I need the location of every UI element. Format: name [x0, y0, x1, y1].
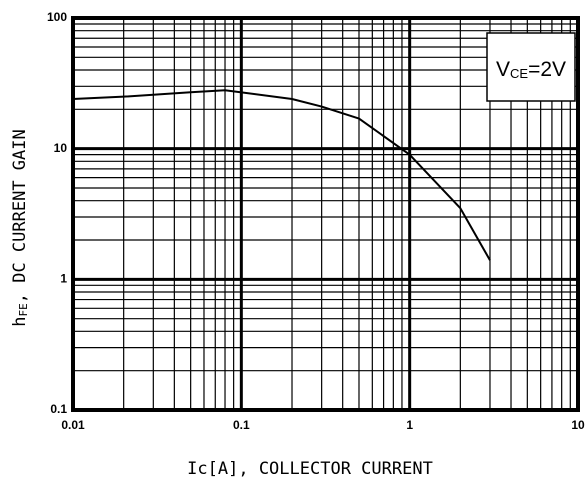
y-label-main: h: [10, 317, 30, 327]
x-tick-label: 1: [406, 418, 413, 432]
data-line: [72, 89, 491, 261]
x-tick-label: 0.01: [61, 418, 85, 432]
y-tick-label: 10: [54, 141, 68, 155]
y-axis-label: hFE, DC CURRENT GAIN: [10, 129, 30, 327]
x-axis-label: Ic[A], COLLECTOR CURRENT: [187, 459, 433, 479]
annotation-sub: CE: [510, 66, 528, 81]
y-tick-label: 0.1: [50, 402, 67, 416]
y-label-sub: FE: [17, 303, 30, 316]
x-tick-label: 0.1: [233, 418, 250, 432]
plot-frame: [71, 16, 580, 412]
y-tick-label: 100: [47, 10, 67, 24]
annotation-main: V: [496, 58, 510, 81]
annotation-box: [486, 32, 576, 102]
x-tick-label: 10: [571, 418, 585, 432]
y-tick-label: 1: [60, 272, 67, 286]
annotation-rest: =2V: [528, 58, 566, 81]
annotation: VCE=2V: [496, 58, 566, 82]
y-label-rest: , DC CURRENT GAIN: [10, 129, 30, 303]
